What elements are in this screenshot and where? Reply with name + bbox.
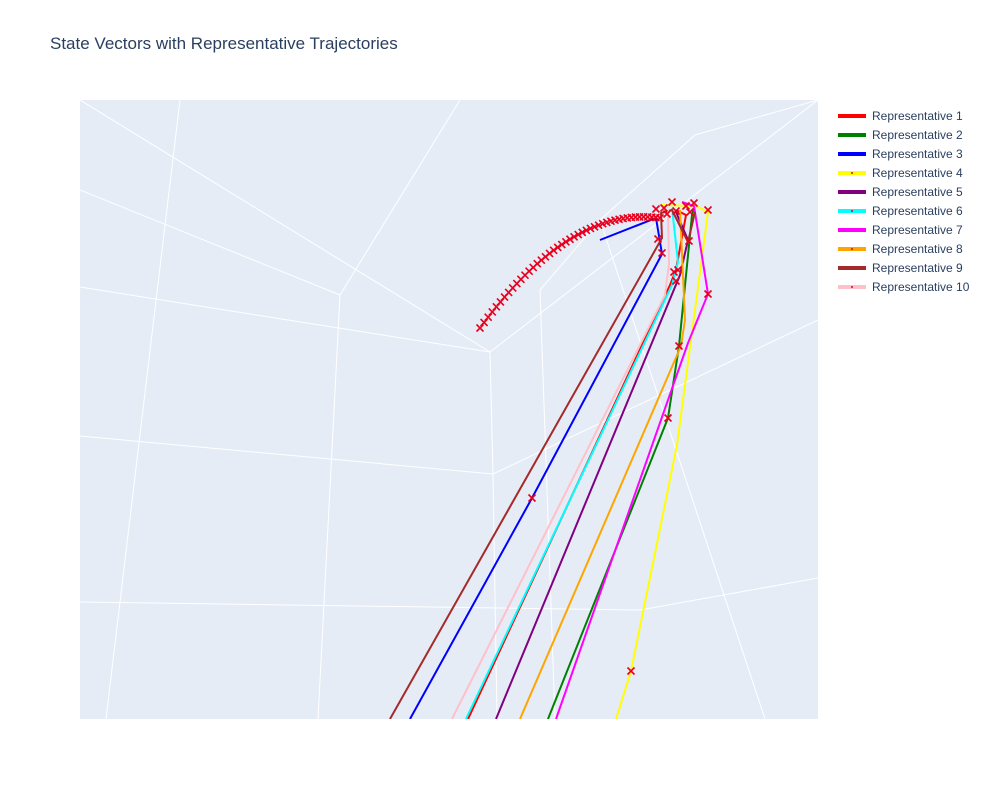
grid-line-10	[80, 601, 641, 611]
legend: Representative 1 Representative 2 Represen…	[836, 106, 969, 296]
legend-item-3[interactable]: Representative 3	[836, 144, 969, 163]
grid-line-3	[489, 351, 494, 475]
state-vector-marker-61	[671, 206, 681, 216]
state-vector-marker-58	[689, 198, 699, 208]
state-vector-marker-56	[653, 234, 663, 244]
legend-label-3: Representative 3	[872, 146, 963, 161]
grid-line-14	[694, 100, 818, 136]
state-vector-marker-28	[586, 224, 595, 233]
state-vector-marker-52	[673, 265, 683, 275]
state-vector-marker-24	[570, 232, 579, 241]
state-vector-marker-57	[667, 197, 677, 207]
grid-line-8	[80, 435, 494, 475]
state-vector-marker-2	[480, 318, 489, 327]
state-vector-marker-64	[681, 201, 691, 211]
grid-line-11	[639, 577, 818, 611]
state-vector-marker-1	[475, 323, 485, 333]
grid-line-16	[539, 289, 556, 719]
state-vector-markers	[475, 197, 713, 676]
legend-label-10: Representative 10	[872, 279, 970, 294]
trajectory-line-10	[451, 209, 670, 719]
chart-title: State Vectors with Representative Trajec…	[50, 34, 398, 53]
state-vector-marker-46	[527, 493, 537, 503]
grid-line-12	[105, 100, 181, 719]
legend-swatch-3	[836, 144, 866, 163]
grid-line-18	[599, 134, 696, 221]
legend-label-1: Representative 1	[872, 108, 963, 123]
legend-label-4: Representative 4	[872, 165, 963, 180]
grid-line-6	[317, 294, 341, 719]
legend-swatch-4	[836, 163, 866, 182]
state-vector-marker-45	[655, 213, 665, 223]
legend-label-9: Representative 9	[872, 260, 963, 275]
grid-line-4	[80, 189, 341, 296]
legend-item-6[interactable]: Representative 6	[836, 201, 969, 220]
legend-swatch-8	[836, 239, 866, 258]
state-vector-marker-48	[663, 413, 673, 423]
grid-line-1	[80, 100, 491, 353]
trajectory-line-8	[519, 209, 686, 719]
legend-label-8: Representative 8	[872, 241, 963, 256]
state-vector-marker-25	[574, 230, 583, 239]
state-vector-marker-62	[659, 203, 669, 213]
state-vector-marker-54	[684, 236, 694, 246]
legend-swatch-6	[836, 201, 866, 220]
state-vector-marker-26	[578, 228, 587, 237]
legend-label-7: Representative 7	[872, 222, 963, 237]
legend-item-7[interactable]: Representative 7	[836, 220, 969, 239]
state-vector-marker-53	[669, 267, 679, 277]
legend-item-2[interactable]: Representative 2	[836, 125, 969, 144]
grid-line-2	[489, 100, 818, 353]
legend-label-5: Representative 5	[872, 184, 963, 199]
grid-lines	[80, 100, 818, 719]
legend-swatch-10	[836, 277, 866, 296]
legend-swatch-7	[836, 220, 866, 239]
state-vector-marker-55	[657, 248, 667, 258]
plot-background	[80, 100, 818, 719]
state-vector-marker-27	[582, 226, 591, 235]
legend-item-1[interactable]: Representative 1	[836, 106, 969, 125]
state-vector-marker-23	[565, 235, 575, 244]
state-vector-marker-47	[626, 666, 636, 676]
state-vector-marker-20	[553, 243, 562, 252]
grid-line-9	[492, 319, 818, 475]
grid-line-13	[599, 219, 766, 719]
legend-item-9[interactable]: Representative 9	[836, 258, 969, 277]
legend-item-5[interactable]: Representative 5	[836, 182, 969, 201]
legend-label-2: Representative 2	[872, 127, 963, 142]
state-vector-marker-49	[674, 341, 684, 351]
trajectory-line-5	[495, 211, 689, 719]
state-vector-marker-22	[561, 237, 570, 246]
state-vector-marker-21	[557, 240, 566, 249]
state-vector-marker-65	[662, 209, 672, 219]
legend-swatch-1	[836, 106, 866, 125]
state-vector-marker-51	[671, 276, 681, 286]
legend-item-10[interactable]: Representative 10	[836, 277, 969, 296]
legend-label-6: Representative 6	[872, 203, 963, 218]
legend-item-8[interactable]: Representative 8	[836, 239, 969, 258]
legend-swatch-5	[836, 182, 866, 201]
grid-line-15	[492, 473, 498, 719]
legend-swatch-2	[836, 125, 866, 144]
state-vector-marker-60	[685, 207, 695, 217]
grid-line-17	[539, 219, 601, 291]
grid-line-5	[339, 100, 461, 296]
grid-line-7	[80, 286, 491, 353]
state-vector-marker-63	[651, 204, 661, 214]
legend-swatch-9	[836, 258, 866, 277]
legend-item-4[interactable]: Representative 4	[836, 163, 969, 182]
state-vector-marker-59	[703, 205, 713, 215]
state-vector-marker-50	[703, 289, 713, 299]
